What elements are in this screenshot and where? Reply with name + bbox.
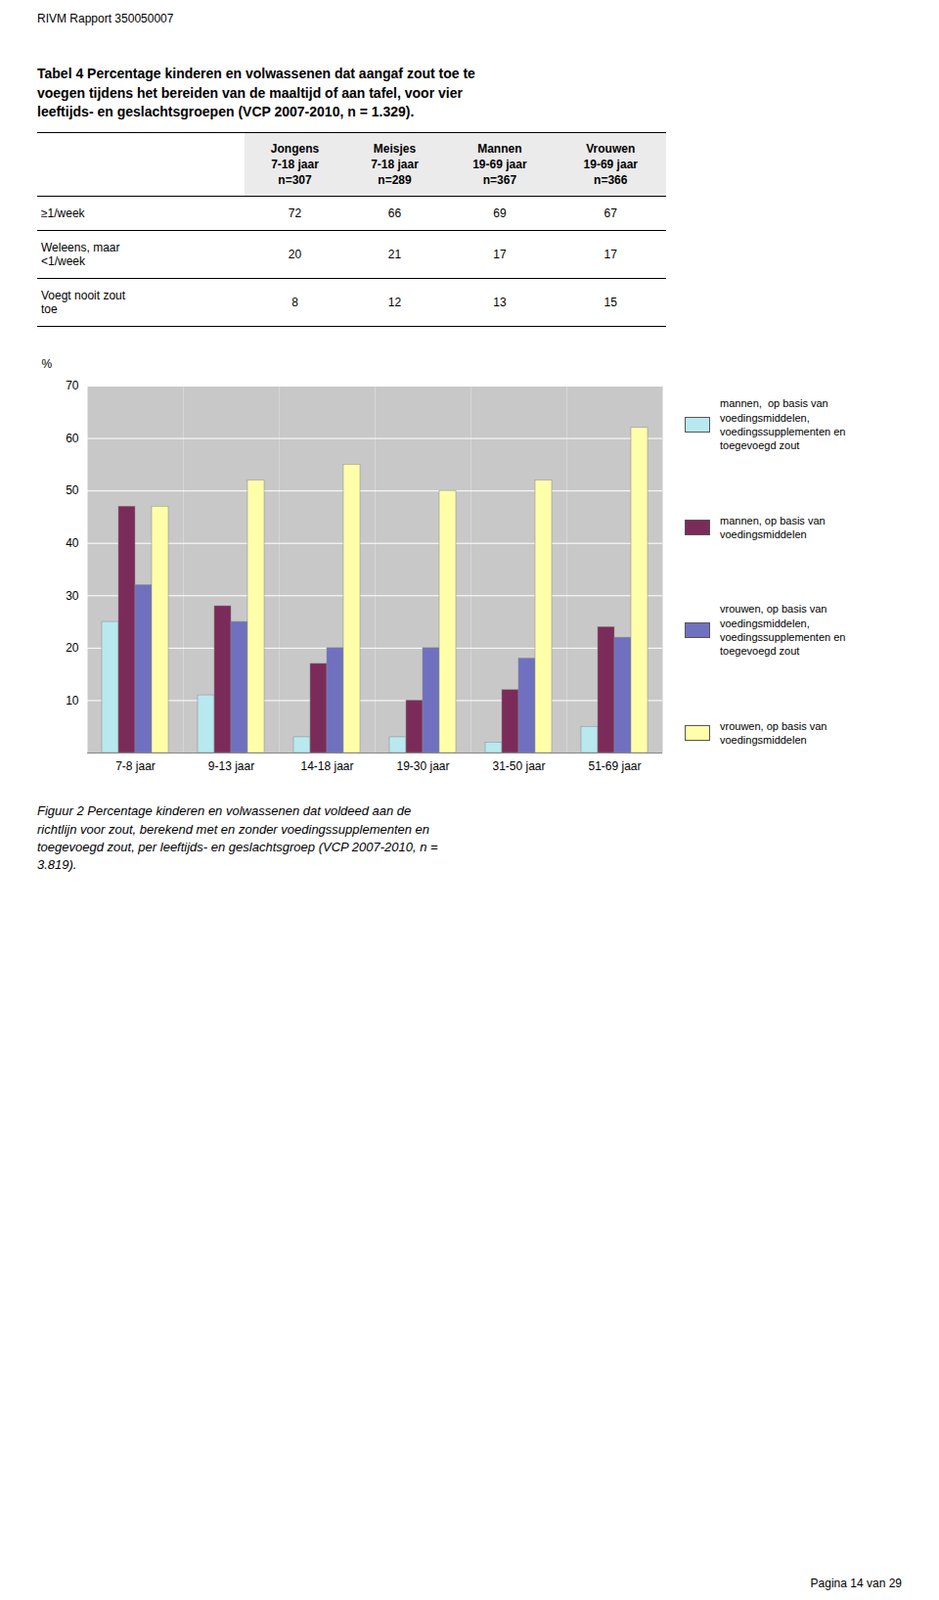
svg-text:20: 20 (65, 641, 80, 656)
html-text:12: 12 (388, 295, 402, 310)
html-text:Voegt nooit zout toe: Voegt nooit zout toe (41, 288, 126, 317)
html-text:n=307: n=307 (278, 173, 312, 188)
svg-text:60: 60 (65, 431, 80, 446)
svg-text:14-18 jaar: 14-18 jaar (300, 759, 354, 773)
html-text:17: 17 (604, 247, 618, 262)
html-text:Vrouwen: Vrouwen (586, 141, 636, 156)
html-text:n=289: n=289 (377, 173, 412, 188)
svg-text:51-69 jaar: 51-69 jaar (587, 759, 641, 773)
svg-text:%: % (42, 357, 53, 371)
svg-text:9-13 jaar: 9-13 jaar (208, 759, 255, 773)
html-text:vrouwen, op basis van voedings: vrouwen, op basis van voedingsmiddelen, … (719, 602, 846, 657)
svg-text:30: 30 (65, 588, 80, 603)
html-text:Tabel 4 Percentage kinderen en: Tabel 4 Percentage kinderen en volwassen… (37, 65, 476, 120)
html-text:66: 66 (388, 206, 402, 221)
svg-text:7-8 jaar: 7-8 jaar (115, 759, 156, 773)
html-text:72: 72 (288, 206, 302, 221)
svg-text:70: 70 (65, 379, 80, 394)
html-text:n=367: n=367 (482, 173, 517, 188)
html-text:Meisjes: Meisjes (373, 141, 416, 156)
html-text:Mannen: Mannen (477, 141, 522, 156)
html-text:≥1/week: ≥1/week (41, 206, 85, 221)
svg-text:31-50 jaar: 31-50 jaar (491, 759, 545, 773)
html-text:20: 20 (288, 247, 302, 262)
html-text:67: 67 (604, 206, 618, 221)
html-text:15: 15 (604, 295, 618, 310)
html-text:n=366: n=366 (593, 173, 628, 188)
svg-text:40: 40 (65, 536, 80, 550)
html-text:Weleens, maar <1/week: Weleens, maar <1/week (41, 240, 120, 269)
html-text:mannen, op basis van voedingsm: mannen, op basis van voedingsmiddelen (719, 514, 826, 540)
html-text:vrouwen, op basis van voedings: vrouwen, op basis van voedingsmiddelen (719, 719, 828, 746)
svg-text:19-30 jaar: 19-30 jaar (396, 759, 449, 773)
html-text:7-18 jaar: 7-18 jaar (271, 157, 319, 172)
html-text:8: 8 (291, 295, 299, 310)
html-text:17: 17 (493, 247, 507, 262)
html-text:7-18 jaar: 7-18 jaar (370, 157, 419, 172)
svg-text:10: 10 (65, 693, 80, 708)
html-text:13: 13 (493, 295, 507, 310)
html-text:Figuur 2 Percentage kinderen e: Figuur 2 Percentage kinderen en volwasse… (37, 803, 438, 872)
html-text:69: 69 (493, 206, 507, 221)
html-text:RIVM Rapport 350050007: RIVM Rapport 350050007 (37, 11, 174, 26)
html-text:19-69 jaar: 19-69 jaar (472, 157, 527, 172)
html-text:Pagina 14 van 29: Pagina 14 van 29 (810, 1575, 902, 1590)
svg-text:50: 50 (65, 484, 80, 498)
html-text:19-69 jaar: 19-69 jaar (583, 157, 638, 172)
html-text:mannen, op basis van voedingsm: mannen, op basis van voedingsmiddelen, v… (719, 397, 846, 452)
html-text:21: 21 (388, 247, 402, 262)
html-text:Jongens: Jongens (270, 141, 319, 156)
